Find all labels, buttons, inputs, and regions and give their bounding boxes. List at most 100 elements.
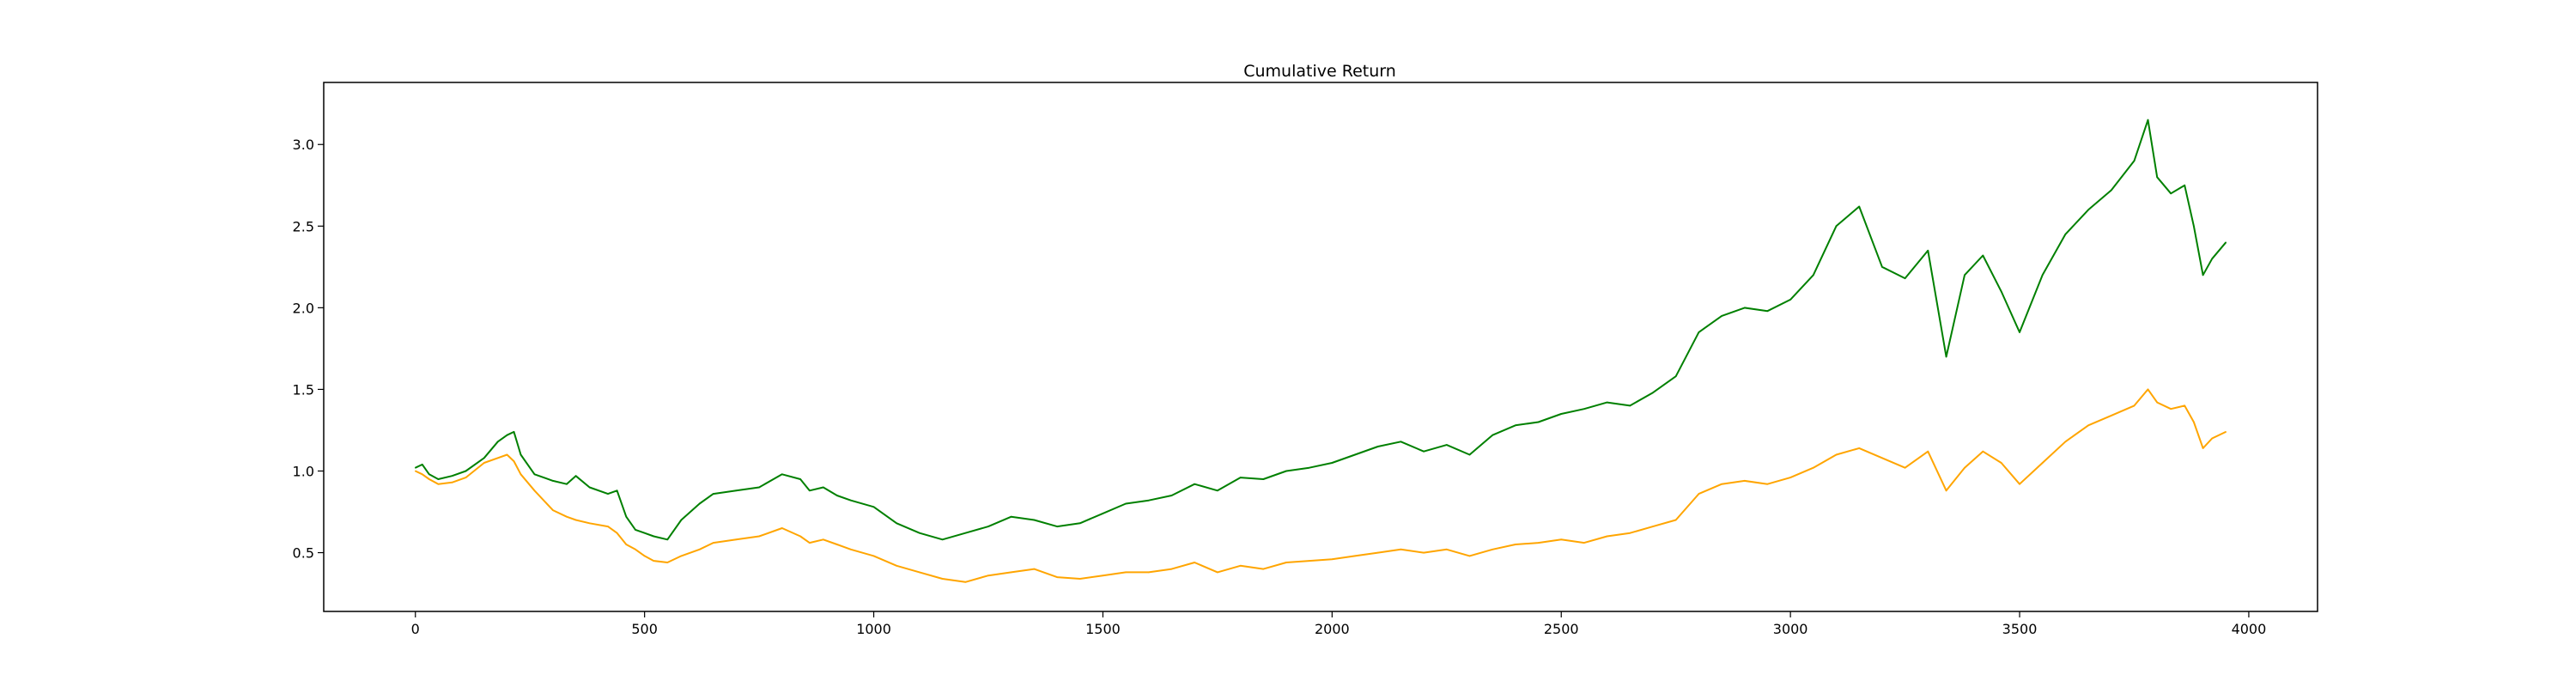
data-point	[1606, 401, 1608, 404]
data-point	[1308, 466, 1310, 469]
data-point	[483, 457, 485, 459]
data-point	[643, 532, 646, 534]
data-point	[896, 522, 897, 525]
y-tick-label: 2.5	[293, 218, 314, 234]
data-point	[987, 575, 989, 576]
data-point	[2211, 437, 2213, 440]
data-point	[415, 470, 416, 472]
data-point	[1813, 466, 1814, 469]
data-point	[1400, 441, 1402, 443]
data-point	[2156, 176, 2158, 179]
data-point	[1446, 549, 1448, 550]
data-point	[1148, 499, 1150, 502]
data-point	[2133, 160, 2136, 162]
data-point	[758, 486, 760, 489]
data-point	[2156, 401, 2158, 404]
data-point	[2147, 119, 2149, 121]
data-point	[497, 457, 499, 459]
data-point	[1982, 254, 1984, 257]
data-point	[428, 473, 430, 476]
data-point	[2225, 241, 2227, 244]
data-point	[850, 549, 852, 550]
y-tick-label: 1.0	[293, 463, 314, 479]
data-point	[1446, 444, 1448, 446]
data-point	[1789, 299, 1791, 301]
data-point	[1079, 578, 1081, 580]
y-axis: 0.5 1.0 1.5 2.0 2.5 3.0	[293, 137, 324, 562]
data-point	[616, 532, 618, 534]
data-point	[625, 515, 628, 518]
data-point	[1262, 478, 1265, 480]
data-point	[1721, 315, 1722, 317]
data-point	[588, 486, 591, 489]
y-tick-label: 2.0	[293, 300, 314, 316]
data-point	[872, 506, 875, 508]
data-point	[465, 470, 467, 472]
data-point	[625, 544, 628, 545]
data-point	[1964, 466, 1965, 469]
data-point	[1033, 519, 1036, 521]
data-point	[2000, 462, 2002, 464]
data-point	[799, 478, 801, 480]
data-point	[2087, 209, 2089, 211]
data-point	[1629, 532, 1631, 534]
data-point	[712, 542, 714, 544]
data-point	[1354, 555, 1356, 557]
data-point	[422, 473, 423, 476]
data-point	[1148, 571, 1150, 574]
data-point	[1881, 457, 1883, 459]
data-point	[941, 538, 944, 541]
data-point	[2111, 415, 2112, 416]
data-point	[1674, 519, 1677, 521]
data-point	[1560, 413, 1562, 415]
data-point	[2193, 421, 2195, 423]
data-point	[781, 527, 783, 529]
data-point	[872, 555, 875, 557]
data-point	[698, 549, 701, 550]
data-point	[1217, 489, 1218, 492]
data-point	[964, 532, 967, 534]
data-point	[643, 555, 646, 557]
data-point	[1217, 571, 1218, 574]
data-point	[519, 453, 522, 456]
data-point	[1376, 551, 1379, 554]
data-point	[1629, 404, 1631, 407]
data-point	[2184, 404, 2185, 407]
data-point	[1904, 277, 1906, 279]
data-point	[1583, 542, 1585, 544]
data-point	[415, 466, 416, 469]
x-tick-label: 500	[631, 621, 658, 637]
data-point	[809, 489, 811, 492]
data-point	[1492, 434, 1493, 436]
data-point	[799, 535, 801, 538]
data-point	[1285, 470, 1287, 472]
data-point	[2170, 408, 2172, 410]
data-point	[919, 532, 920, 534]
data-point	[735, 538, 738, 541]
chart-title: Cumulative Return	[1243, 62, 1396, 81]
data-point	[2041, 462, 2044, 464]
data-point	[680, 555, 683, 557]
data-point	[616, 489, 618, 492]
data-point	[919, 571, 920, 574]
data-point	[1194, 483, 1195, 485]
data-point	[1125, 571, 1127, 574]
x-tick-label: 3000	[1773, 621, 1808, 637]
data-point	[2064, 234, 2067, 235]
data-point	[1056, 526, 1058, 527]
data-point	[2041, 274, 2044, 277]
data-point	[941, 578, 944, 580]
data-point	[964, 581, 967, 583]
data-point	[809, 542, 811, 544]
data-point	[607, 526, 609, 527]
data-point	[451, 482, 453, 483]
data-point	[1927, 450, 1929, 453]
data-point	[1560, 538, 1562, 541]
data-point	[1376, 446, 1379, 447]
data-point	[1515, 544, 1516, 545]
data-point	[1423, 450, 1425, 453]
data-point	[1331, 558, 1334, 560]
data-point	[666, 538, 669, 541]
data-point	[1721, 483, 1722, 485]
